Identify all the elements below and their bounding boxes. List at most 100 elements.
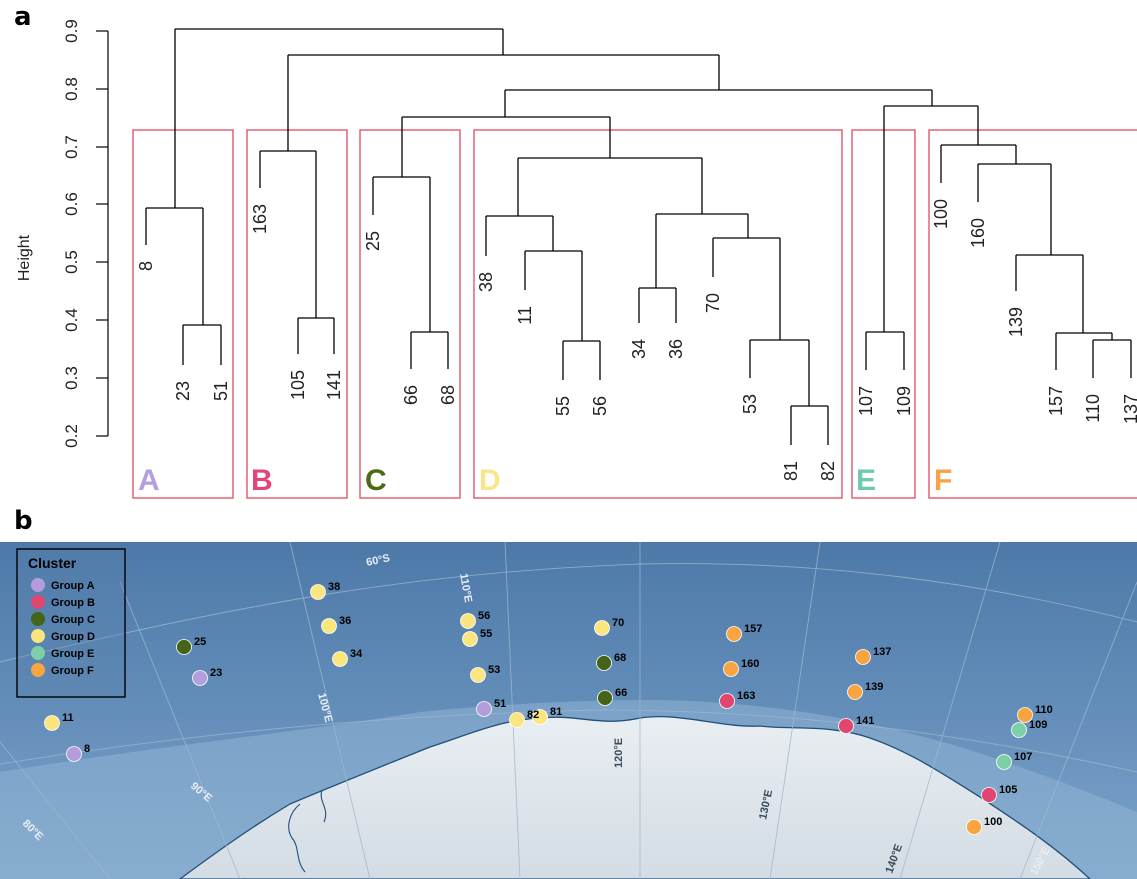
y-tick-label: 0.4 <box>62 308 81 332</box>
group-box-b <box>246 129 348 499</box>
site-label: 100 <box>984 816 1002 828</box>
site-marker[interactable] <box>470 667 486 683</box>
site-label: 66 <box>615 687 627 699</box>
site-marker[interactable] <box>1017 707 1033 723</box>
site-marker[interactable] <box>855 649 871 665</box>
leaf-label: 160 <box>968 218 988 248</box>
leaf-label: 110 <box>1083 394 1103 423</box>
leaf-label: 38 <box>476 272 496 292</box>
site-marker[interactable] <box>596 655 612 671</box>
leaf-label: 11 <box>515 306 535 325</box>
legend-swatch <box>31 663 45 677</box>
legend-swatch <box>31 578 45 592</box>
y-axis-label: Height <box>16 234 33 281</box>
graticule-label: 60°S <box>365 552 391 569</box>
site-label: 139 <box>865 681 883 693</box>
site-marker[interactable] <box>597 690 613 706</box>
site-marker[interactable] <box>996 754 1012 770</box>
site-markers <box>44 584 1033 835</box>
y-tick-label: 0.3 <box>62 366 81 390</box>
site-label: 25 <box>194 636 206 648</box>
legend-label: Group F <box>51 665 94 677</box>
site-label: 82 <box>527 709 539 721</box>
leaf-label: 82 <box>818 461 838 481</box>
site-marker[interactable] <box>719 693 735 709</box>
group-label-e: E <box>856 464 876 497</box>
graticule-label: 120°E <box>613 738 625 768</box>
site-marker[interactable] <box>321 618 337 634</box>
group-label-b: B <box>251 464 273 497</box>
leaf-label: 34 <box>629 339 649 359</box>
legend-title: Cluster <box>28 555 77 571</box>
site-label: 160 <box>741 658 759 670</box>
panel-a-letter: a <box>14 2 32 32</box>
group-label-a: A <box>138 464 160 497</box>
leaf-label: 81 <box>781 461 801 481</box>
leaf-label: 163 <box>250 204 270 234</box>
leaf-label: 109 <box>894 386 914 416</box>
y-tick-label: 0.6 <box>62 192 81 216</box>
site-marker[interactable] <box>532 709 548 725</box>
leaf-label: 105 <box>288 370 308 400</box>
leaf-label: 53 <box>740 394 760 414</box>
site-label: 81 <box>550 706 562 718</box>
site-marker[interactable] <box>981 787 997 803</box>
site-label: 23 <box>210 667 222 679</box>
leaf-label: 56 <box>590 396 610 416</box>
leaf-label: 68 <box>438 385 458 405</box>
graticule <box>0 542 1137 879</box>
legend-label: Group E <box>51 648 94 660</box>
site-label: 36 <box>339 615 351 627</box>
leaf-label: 137 <box>1121 394 1137 424</box>
y-axis <box>96 30 109 437</box>
site-marker[interactable] <box>176 639 192 655</box>
coastline-detail <box>288 789 327 873</box>
site-marker[interactable] <box>723 661 739 677</box>
group-label-c: C <box>365 464 387 497</box>
legend-swatch <box>31 612 45 626</box>
site-marker[interactable] <box>594 620 610 636</box>
leaf-label: 55 <box>553 396 573 416</box>
leaf-label: 139 <box>1006 307 1026 337</box>
site-marker[interactable] <box>462 631 478 647</box>
site-marker[interactable] <box>192 670 208 686</box>
legend-swatch <box>31 595 45 609</box>
leaf-label: 23 <box>173 381 193 401</box>
dendrogram: 0.2 0.3 0.4 0.5 0.6 0.7 0.8 0.9 Height A… <box>16 19 1137 499</box>
map-legend: Cluster Group A Group B Group C Group D … <box>16 548 126 698</box>
leaf-label: 8 <box>136 261 156 271</box>
panel-b-letter: b <box>14 506 33 536</box>
site-label: 105 <box>999 784 1017 796</box>
site-label: 107 <box>1014 751 1032 763</box>
y-tick-label: 0.2 <box>62 424 81 448</box>
group-label-f: F <box>934 464 952 497</box>
site-marker[interactable] <box>310 584 326 600</box>
legend-label: Group B <box>51 597 95 609</box>
site-label: 141 <box>856 715 874 727</box>
leaf-label: 70 <box>703 293 723 313</box>
site-label: 110 <box>1035 704 1053 716</box>
site-label: 8 <box>84 743 90 755</box>
site-label: 137 <box>873 646 891 658</box>
site-label: 70 <box>612 617 624 629</box>
group-box-d <box>473 129 843 499</box>
site-marker[interactable] <box>332 651 348 667</box>
graticule-label: 110°E <box>457 572 474 603</box>
site-marker[interactable] <box>847 684 863 700</box>
leaf-label: 25 <box>363 231 383 251</box>
legend-label: Group C <box>51 614 95 626</box>
site-marker[interactable] <box>966 819 982 835</box>
legend-label: Group A <box>51 580 95 592</box>
site-marker[interactable] <box>509 712 525 728</box>
site-marker[interactable] <box>460 613 476 629</box>
site-label: 55 <box>480 628 492 640</box>
site-marker[interactable] <box>66 746 82 762</box>
site-marker[interactable] <box>726 626 742 642</box>
site-marker[interactable] <box>476 701 492 717</box>
group-box-a <box>132 129 234 499</box>
leaf-label: 141 <box>324 370 344 400</box>
site-marker[interactable] <box>1011 722 1027 738</box>
site-marker[interactable] <box>44 715 60 731</box>
site-marker[interactable] <box>838 718 854 734</box>
